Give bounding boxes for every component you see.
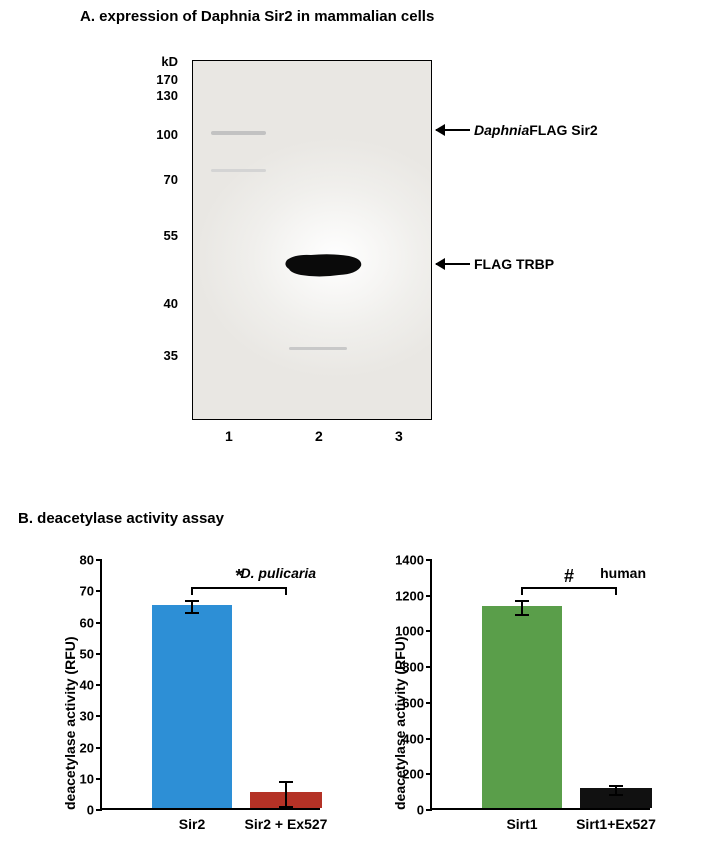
chart-pulicaria: 01020304050607080deacetylase activity (R… <box>100 560 320 810</box>
panel-b-title: B. deacetylase activity assay <box>18 510 224 527</box>
sig-bracket-tick <box>521 587 523 595</box>
ytick-label: 0 <box>417 803 432 818</box>
ytick-label: 30 <box>80 709 102 724</box>
lane-3: 3 <box>395 428 403 444</box>
error-cap <box>185 612 199 614</box>
error-cap <box>515 614 529 616</box>
bar <box>152 605 232 808</box>
bar-label: Sirt1+Ex527 <box>562 816 670 832</box>
band-faint-lane1-b <box>211 169 266 172</box>
arrow-icon <box>436 263 470 265</box>
mw-55: 55 <box>148 228 178 243</box>
ytick-label: 50 <box>80 646 102 661</box>
band-sir2-lane1 <box>211 131 266 135</box>
figure-root: A. expression of Daphnia Sir2 in mammali… <box>0 0 724 855</box>
ytick-label: 1200 <box>395 588 432 603</box>
annot-text-italic: Daphnia <box>474 122 529 138</box>
bar <box>482 606 562 808</box>
kd-label: kD <box>148 54 178 69</box>
error-cap <box>515 600 529 602</box>
sig-bracket <box>522 587 616 589</box>
error-cap <box>185 600 199 602</box>
sig-bracket-tick <box>615 587 617 595</box>
sig-bracket <box>192 587 286 589</box>
error-cap <box>279 806 293 808</box>
ytick-label: 0 <box>87 803 102 818</box>
ytick-label: 10 <box>80 771 102 786</box>
western-blot <box>192 60 432 420</box>
ytick-label: 80 <box>80 553 102 568</box>
lane-2: 2 <box>315 428 323 444</box>
mw-70: 70 <box>148 172 178 187</box>
band-trbp-lane2 <box>281 251 366 279</box>
annot-text: FLAG TRBP <box>474 256 554 272</box>
ytick-label: 70 <box>80 584 102 599</box>
ytick-label: 40 <box>80 678 102 693</box>
panel-a-title: A. expression of Daphnia Sir2 in mammali… <box>80 8 434 25</box>
sig-symbol: # <box>564 566 574 587</box>
mw-100: 100 <box>148 127 178 142</box>
yaxis-title: deacetylase activity (RFU) <box>392 636 408 810</box>
annot-flag-trbp: FLAG TRBP <box>436 256 554 272</box>
chart-human: 0200400600800100012001400deacetylase act… <box>430 560 650 810</box>
sig-bracket-tick <box>191 587 193 595</box>
lane-1: 1 <box>225 428 233 444</box>
group-label: human <box>600 565 646 581</box>
ytick-label: 1400 <box>395 553 432 568</box>
chart-plot: 0200400600800100012001400deacetylase act… <box>430 560 650 810</box>
blot-bg <box>193 61 431 419</box>
band-faint-lane2-35 <box>289 347 347 350</box>
mw-35: 35 <box>148 348 178 363</box>
error-cap <box>609 785 623 787</box>
sig-bracket-tick <box>285 587 287 595</box>
error-bar <box>285 782 287 807</box>
bar-label: Sir2 + Ex527 <box>232 816 340 832</box>
ytick-label: 20 <box>80 740 102 755</box>
mw-130: 130 <box>148 88 178 103</box>
group-label: D. pulicaria <box>241 565 316 581</box>
ytick-label: 60 <box>80 615 102 630</box>
arrow-icon <box>436 129 470 131</box>
chart-plot: 01020304050607080deacetylase activity (R… <box>100 560 320 810</box>
yaxis-title: deacetylase activity (RFU) <box>62 636 78 810</box>
error-bar <box>521 601 523 615</box>
error-cap <box>279 781 293 783</box>
mw-40: 40 <box>148 296 178 311</box>
annot-text: FLAG Sir2 <box>529 122 597 138</box>
error-cap <box>609 794 623 796</box>
mw-170: 170 <box>148 72 178 87</box>
annot-daphnia-sir2: Daphnia FLAG Sir2 <box>436 122 598 138</box>
